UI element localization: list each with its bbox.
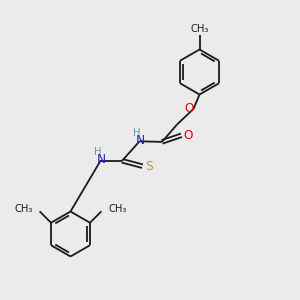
Text: H: H <box>94 147 101 158</box>
Text: O: O <box>184 102 194 116</box>
Text: S: S <box>145 160 153 173</box>
Text: CH₃: CH₃ <box>14 204 32 214</box>
Text: CH₃: CH₃ <box>109 204 127 214</box>
Text: N: N <box>97 153 106 166</box>
Text: N: N <box>136 134 145 147</box>
Text: O: O <box>183 129 193 142</box>
Text: CH₃: CH₃ <box>190 23 209 34</box>
Text: H: H <box>133 128 141 138</box>
